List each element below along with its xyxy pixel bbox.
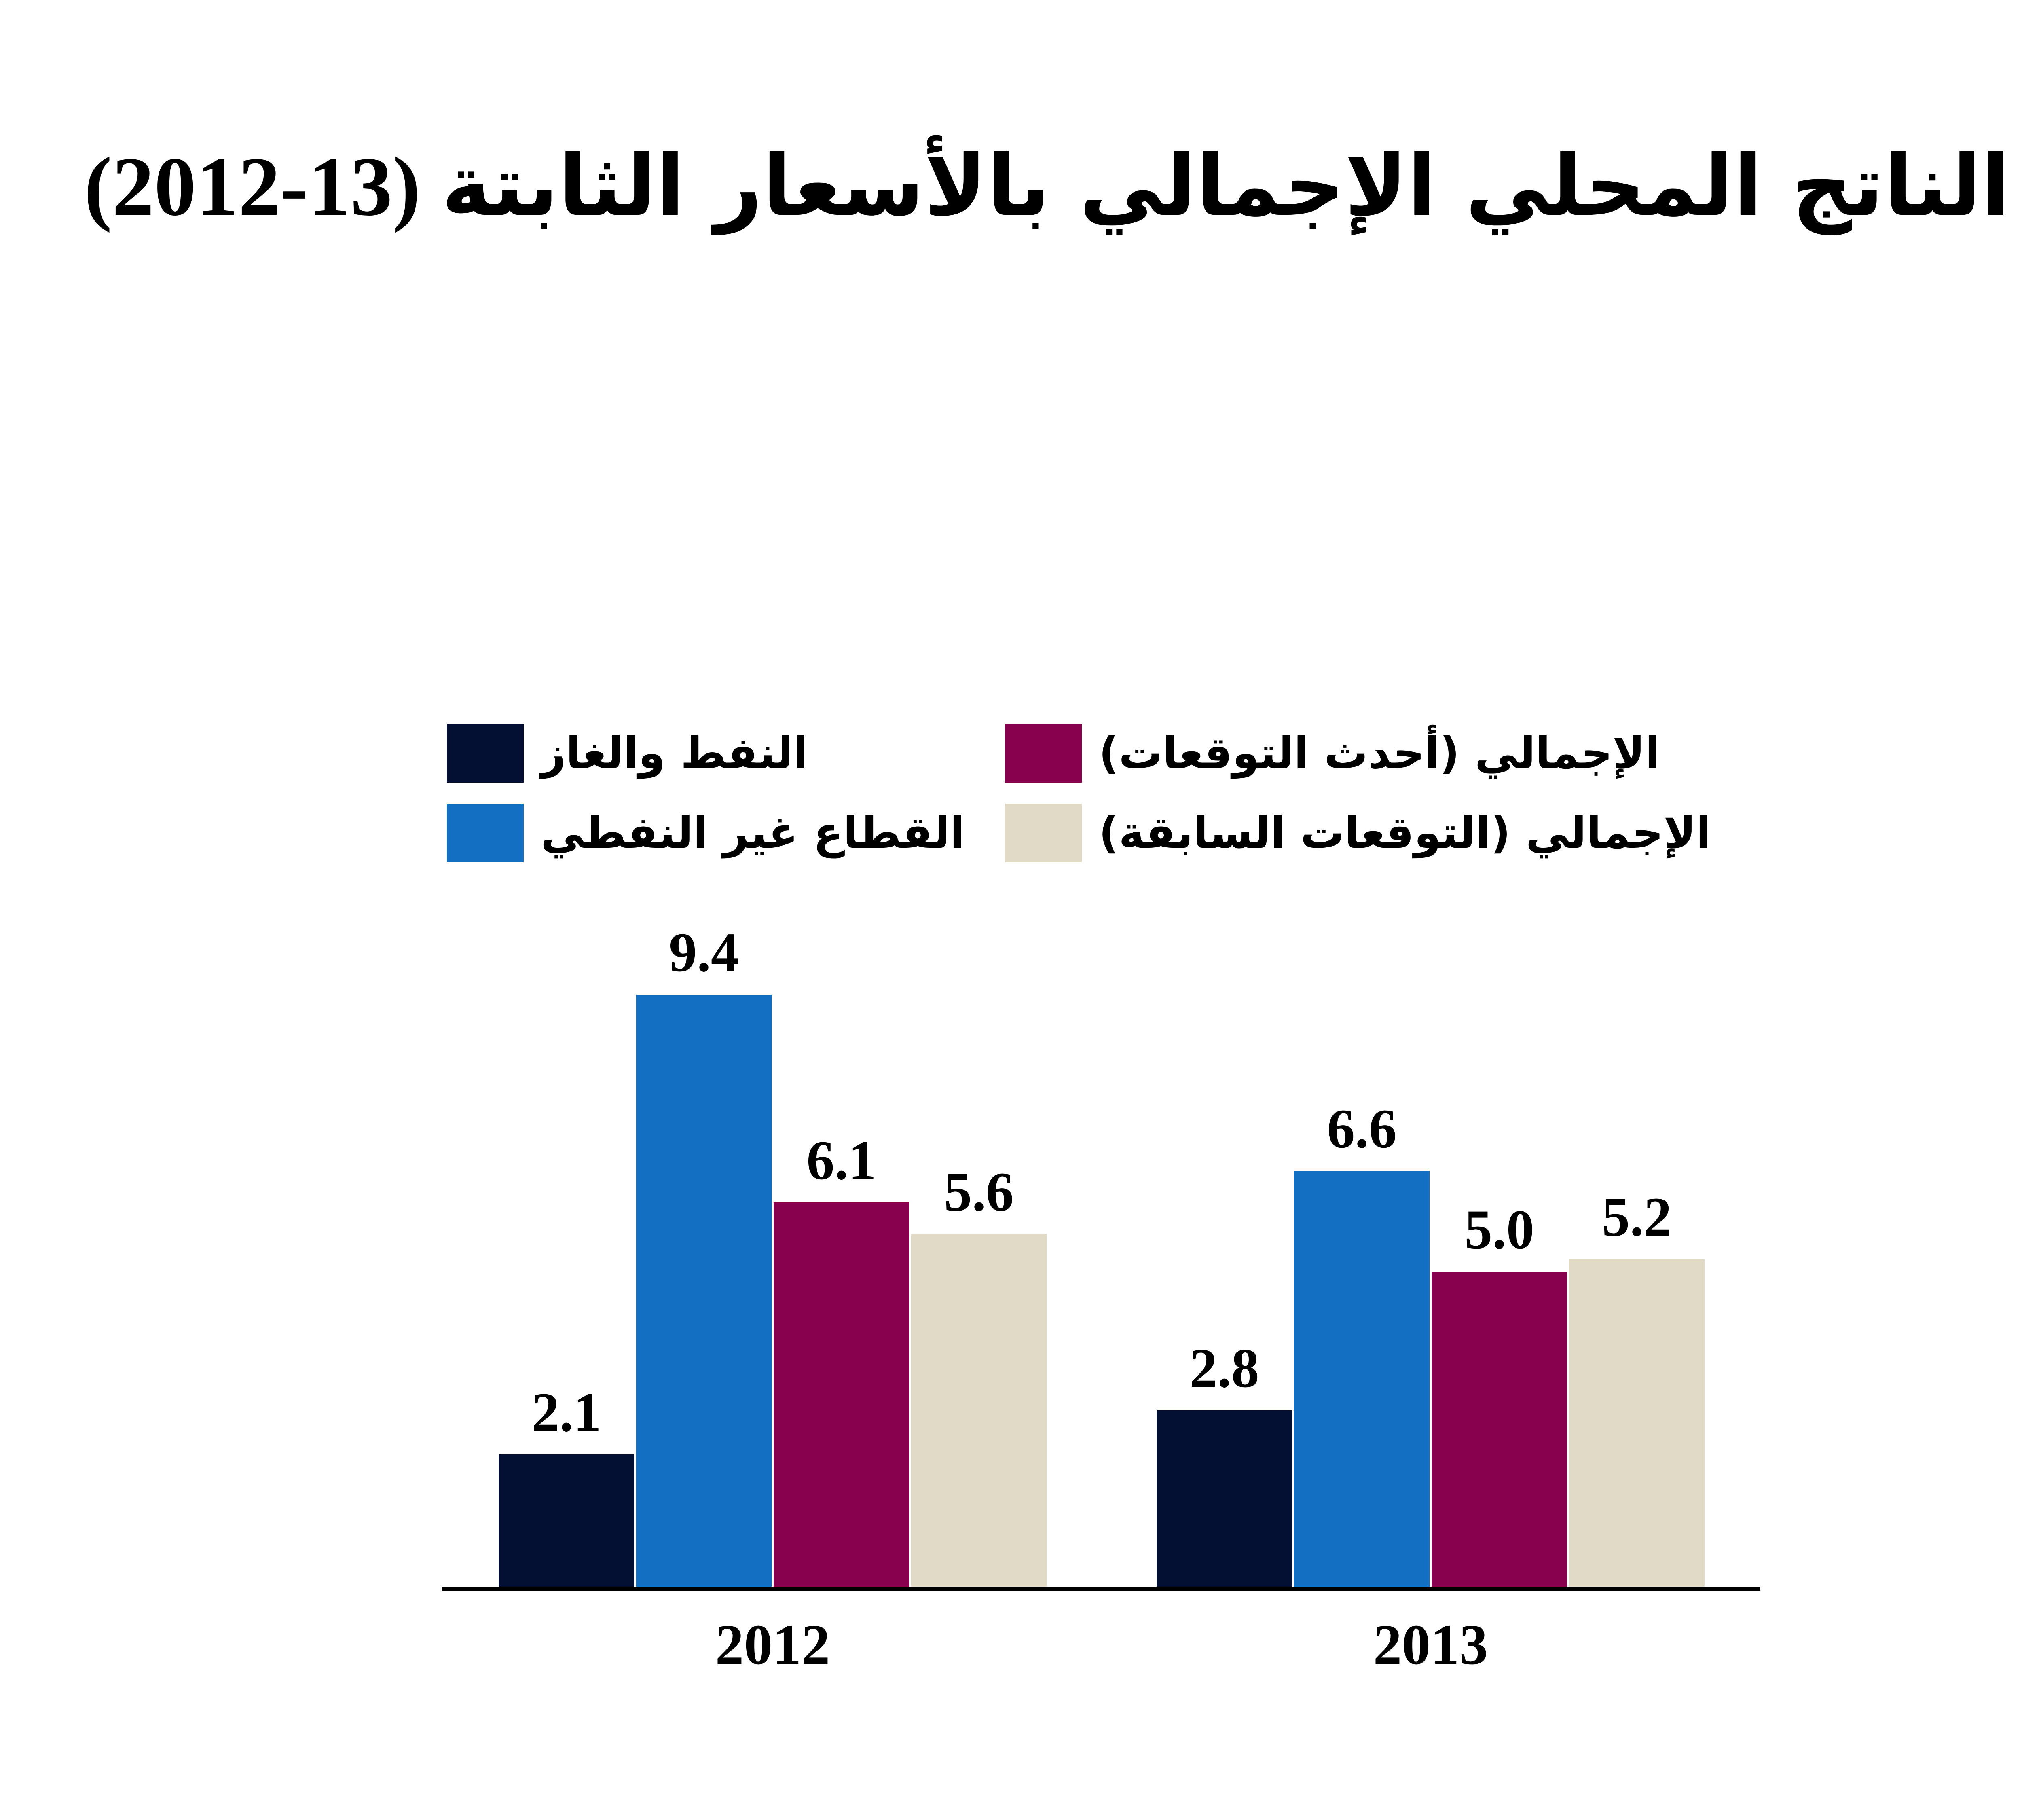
x-axis-line (442, 1587, 1760, 1591)
bar-2012-series-3 (911, 1234, 1047, 1587)
chart-title-range: (2012-13) (84, 140, 421, 233)
bar-value-label: 2.1 (531, 1381, 601, 1443)
bar-value-label: 6.1 (806, 1129, 876, 1191)
chart-legend: النفط والغاز الإجمالي (أحدث التوقعات) ال… (447, 724, 1711, 862)
chart-title-text: توقعات الناتج المحلي الإجمالي بالأسعار ا… (441, 137, 2022, 235)
chart-title: توقعات الناتج المحلي الإجمالي بالأسعار ا… (0, 133, 2022, 239)
bar-value-label: 5.6 (944, 1161, 1014, 1223)
bar-2012-series-1 (636, 995, 772, 1587)
x-axis-label-2013: 2013 (1373, 1613, 1488, 1676)
bar-2013-series-1 (1294, 1171, 1430, 1587)
bar-2012-series-2 (774, 1202, 909, 1587)
bar-value-label: 5.0 (1464, 1198, 1534, 1261)
legend-item-total-previous: الإجمالي (التوقعات السابقة) (1005, 804, 1711, 862)
legend-label-total-previous: الإجمالي (التوقعات السابقة) (1099, 808, 1711, 858)
bar-value-label: 9.4 (669, 921, 739, 984)
bar-2013-series-0 (1157, 1410, 1292, 1587)
legend-swatch-total-previous (1005, 804, 1082, 862)
bar-2012-series-0 (499, 1454, 634, 1587)
x-axis-label-2012: 2012 (715, 1613, 830, 1676)
bar-value-label: 2.8 (1189, 1337, 1259, 1399)
bar-2013-series-2 (1432, 1272, 1567, 1587)
legend-swatch-non-oil (447, 804, 524, 862)
bar-2013-series-3 (1569, 1259, 1705, 1587)
legend-label-total-latest: الإجمالي (أحدث التوقعات) (1099, 728, 1660, 779)
legend-label-oil-gas: النفط والغاز (541, 728, 808, 779)
plot-area: 2.1 2.8 9.4 6.6 6.1 5.0 5.6 5.2 2012 2013 (442, 890, 1760, 1676)
legend-item-total-latest: الإجمالي (أحدث التوقعات) (1005, 724, 1660, 783)
legend-label-non-oil: القطاع غير النفطي (541, 808, 965, 858)
bar-value-label: 6.6 (1327, 1098, 1397, 1160)
legend-item-oil-gas: النفط والغاز (447, 724, 1005, 783)
legend-item-non-oil: القطاع غير النفطي (447, 804, 1005, 862)
bar-value-label: 5.2 (1602, 1186, 1672, 1248)
legend-swatch-oil-gas (447, 724, 524, 783)
legend-swatch-total-latest (1005, 724, 1082, 783)
